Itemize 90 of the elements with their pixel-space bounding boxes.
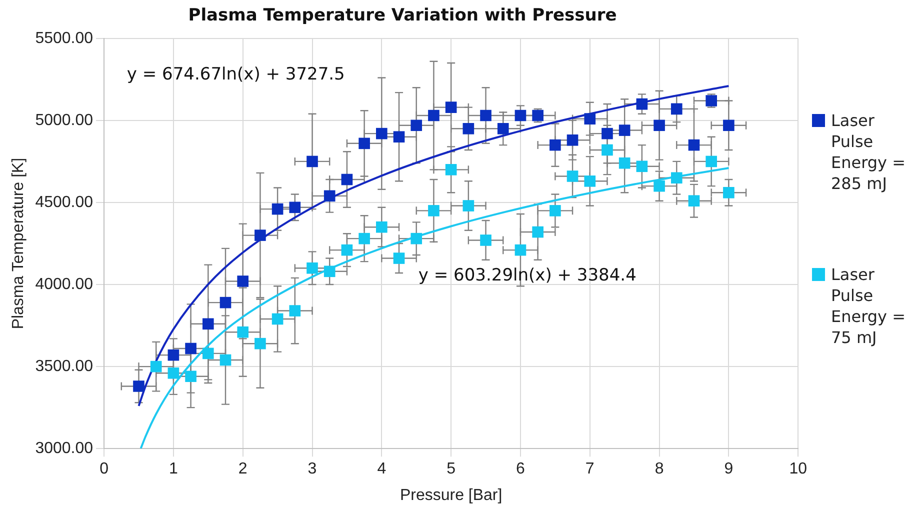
point bbox=[584, 175, 596, 187]
point bbox=[480, 234, 492, 246]
y-tick-label: 4000.00 bbox=[35, 276, 94, 293]
x-axis-title: Pressure [Bar] bbox=[400, 486, 502, 504]
point bbox=[532, 226, 544, 238]
point bbox=[254, 338, 266, 350]
point bbox=[618, 124, 630, 136]
point bbox=[462, 122, 474, 134]
point bbox=[497, 122, 509, 134]
point bbox=[358, 232, 370, 244]
point bbox=[324, 266, 336, 278]
point bbox=[133, 380, 144, 392]
point bbox=[341, 174, 353, 186]
point bbox=[185, 370, 196, 382]
y-tick-label: 4500.00 bbox=[35, 194, 94, 211]
legend-label: Laser Pulse Energy = 285 mJ bbox=[831, 110, 907, 194]
point bbox=[566, 134, 578, 146]
point bbox=[514, 110, 526, 122]
x-tick-label: 4 bbox=[377, 460, 386, 478]
point bbox=[220, 296, 232, 308]
x-tick-label: 6 bbox=[516, 460, 526, 478]
point bbox=[202, 318, 214, 330]
y-tick-label: 5500.00 bbox=[35, 30, 94, 47]
point bbox=[445, 164, 457, 176]
x-tick-label: 3 bbox=[308, 460, 317, 478]
point bbox=[636, 98, 648, 110]
legend-label: Laser Pulse Energy = 75 mJ bbox=[831, 264, 907, 348]
point bbox=[254, 230, 266, 241]
point bbox=[306, 156, 318, 168]
y-tick-label: 5000.00 bbox=[35, 112, 94, 129]
point bbox=[514, 244, 526, 256]
point bbox=[670, 172, 682, 184]
point bbox=[306, 262, 318, 274]
x-tick-label: 5 bbox=[446, 460, 456, 478]
point bbox=[445, 102, 457, 113]
point bbox=[706, 156, 717, 168]
point bbox=[168, 349, 180, 361]
point bbox=[324, 190, 336, 202]
x-tick-label: 9 bbox=[724, 460, 734, 478]
point bbox=[202, 348, 214, 360]
line-series bbox=[140, 167, 730, 449]
y-tick-label: 3000.00 bbox=[35, 440, 94, 458]
point bbox=[272, 313, 284, 325]
point bbox=[185, 342, 196, 354]
point bbox=[237, 326, 249, 338]
x-tick-label: 8 bbox=[654, 460, 664, 478]
point bbox=[636, 160, 648, 172]
point bbox=[654, 120, 665, 132]
point bbox=[566, 170, 578, 182]
point bbox=[220, 354, 232, 366]
x-tick-label: 2 bbox=[238, 460, 248, 478]
point bbox=[723, 186, 734, 198]
point bbox=[462, 200, 474, 212]
point bbox=[480, 110, 492, 122]
point bbox=[602, 128, 613, 140]
point bbox=[670, 103, 682, 115]
point bbox=[393, 131, 405, 143]
point bbox=[602, 144, 613, 156]
point bbox=[168, 367, 180, 379]
point bbox=[688, 195, 700, 206]
point bbox=[618, 157, 630, 169]
y-tick-label: 3500.00 bbox=[35, 358, 94, 375]
point bbox=[688, 139, 700, 151]
point bbox=[410, 120, 422, 132]
y-axis-title: Plasma Temperature [K] bbox=[10, 158, 28, 330]
annotation: y = 603.29ln(x) + 3384.4 bbox=[418, 266, 636, 286]
point bbox=[272, 203, 284, 215]
point bbox=[289, 305, 301, 316]
point bbox=[723, 120, 734, 132]
point bbox=[550, 205, 561, 216]
point bbox=[410, 232, 422, 244]
x-tick-label: 7 bbox=[585, 460, 594, 478]
point bbox=[428, 110, 440, 122]
point bbox=[428, 205, 440, 216]
point bbox=[376, 221, 388, 233]
x-tick-label: 10 bbox=[789, 460, 808, 478]
point bbox=[150, 360, 162, 372]
annotation: y = 674.67ln(x) + 3727.5 bbox=[126, 64, 345, 85]
point bbox=[654, 180, 665, 192]
x-tick-label: 1 bbox=[168, 460, 178, 478]
point bbox=[358, 138, 370, 150]
point bbox=[341, 244, 353, 256]
point bbox=[550, 139, 561, 151]
chart-title: Plasma Temperature Variation with Pressure bbox=[188, 6, 617, 26]
point bbox=[237, 276, 249, 287]
point bbox=[376, 128, 388, 140]
point bbox=[393, 252, 405, 264]
point bbox=[289, 202, 301, 214]
x-tick-label: 0 bbox=[100, 460, 109, 478]
point bbox=[584, 113, 596, 124]
